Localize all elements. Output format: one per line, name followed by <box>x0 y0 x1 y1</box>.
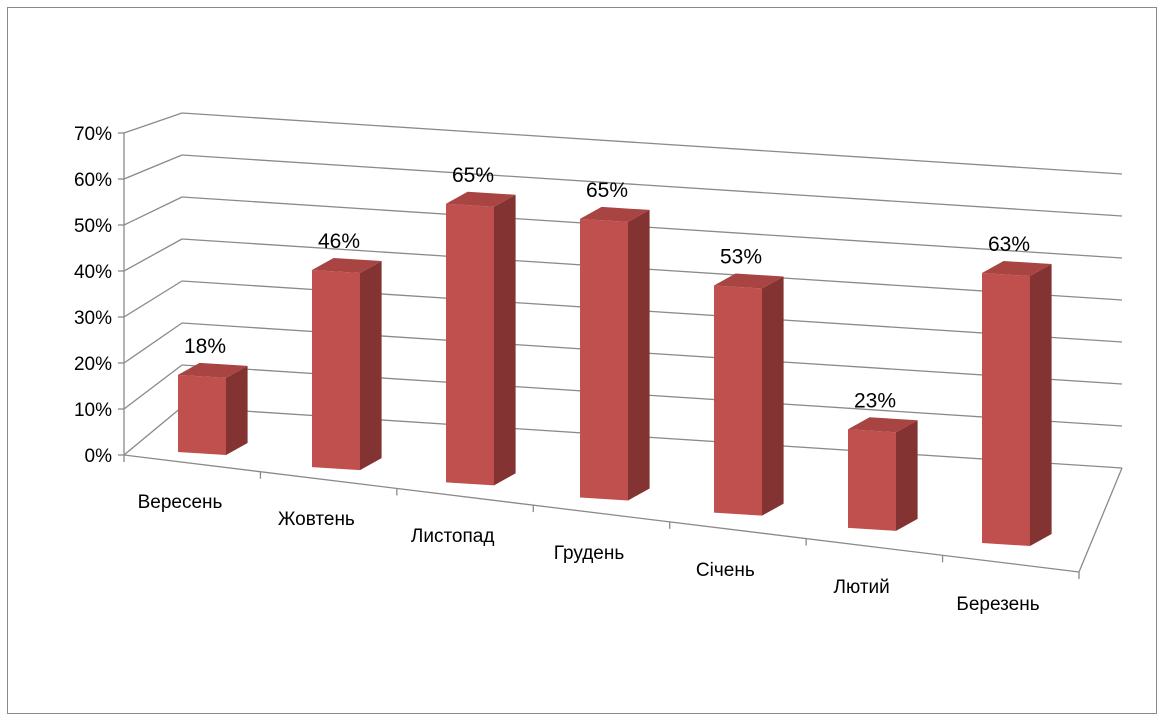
back-wall-gridline <box>181 196 1123 259</box>
back-wall-gridline <box>181 112 1123 175</box>
bar-top <box>580 206 650 222</box>
bar-front <box>580 218 628 501</box>
bar-top <box>312 258 382 274</box>
bar-front <box>714 285 762 516</box>
data-label: 18% <box>184 335 226 358</box>
bar-top <box>982 261 1052 276</box>
y-tick-label: 50% <box>74 216 112 237</box>
data-label: 23% <box>854 389 896 412</box>
data-label: 46% <box>318 230 360 253</box>
side-wall-gridline <box>123 322 183 364</box>
side-wall-gridline <box>123 364 183 410</box>
side-wall-gridline <box>123 406 183 456</box>
data-label: 63% <box>988 233 1030 256</box>
y-tick-label: 70% <box>74 124 112 145</box>
back-wall-gridline <box>181 238 1123 301</box>
x-category-label: Жовтень <box>278 509 355 530</box>
side-wall-gridline <box>123 280 183 318</box>
bar-side <box>226 365 248 455</box>
side-wall-gridline <box>123 154 183 180</box>
bar-top <box>848 417 918 433</box>
x-category-label: Вересень <box>138 492 223 513</box>
data-label: 65% <box>452 164 494 187</box>
y-tick-label: 10% <box>74 400 112 421</box>
bar-side <box>494 194 516 486</box>
bar-side <box>360 261 382 471</box>
bar-front <box>178 374 226 455</box>
x-axis-line <box>123 454 1080 573</box>
data-label: 65% <box>586 179 628 202</box>
bar-top <box>714 273 784 289</box>
bar-front <box>982 273 1030 546</box>
x-category-label: Листопад <box>411 526 495 547</box>
bar-top <box>178 362 248 378</box>
y-tick-label: 40% <box>74 262 112 283</box>
side-wall-gridline <box>123 238 183 272</box>
x-category-label: Лютий <box>834 577 890 598</box>
y-tick-label: 30% <box>74 308 112 329</box>
x-category-label: Грудень <box>554 543 625 564</box>
y-tick-label: 0% <box>85 446 113 467</box>
bar-side <box>628 209 650 501</box>
x-category-label: Січень <box>696 560 755 581</box>
bar-side <box>1030 264 1052 546</box>
side-wall-gridline <box>123 196 183 226</box>
data-label: 53% <box>720 246 762 269</box>
bar-top <box>446 191 516 207</box>
bar-front <box>312 270 360 471</box>
x-category-label: Березень <box>956 594 1039 615</box>
bar-side <box>896 420 918 531</box>
y-tick-label: 20% <box>74 354 112 375</box>
y-tick-label: 60% <box>74 170 112 191</box>
floor-right-edge <box>1078 467 1123 573</box>
back-wall-gridline <box>181 154 1123 217</box>
bar-front <box>446 203 494 486</box>
side-wall-gridline <box>123 112 183 134</box>
bar-front <box>848 429 896 531</box>
bar-side <box>762 276 784 516</box>
